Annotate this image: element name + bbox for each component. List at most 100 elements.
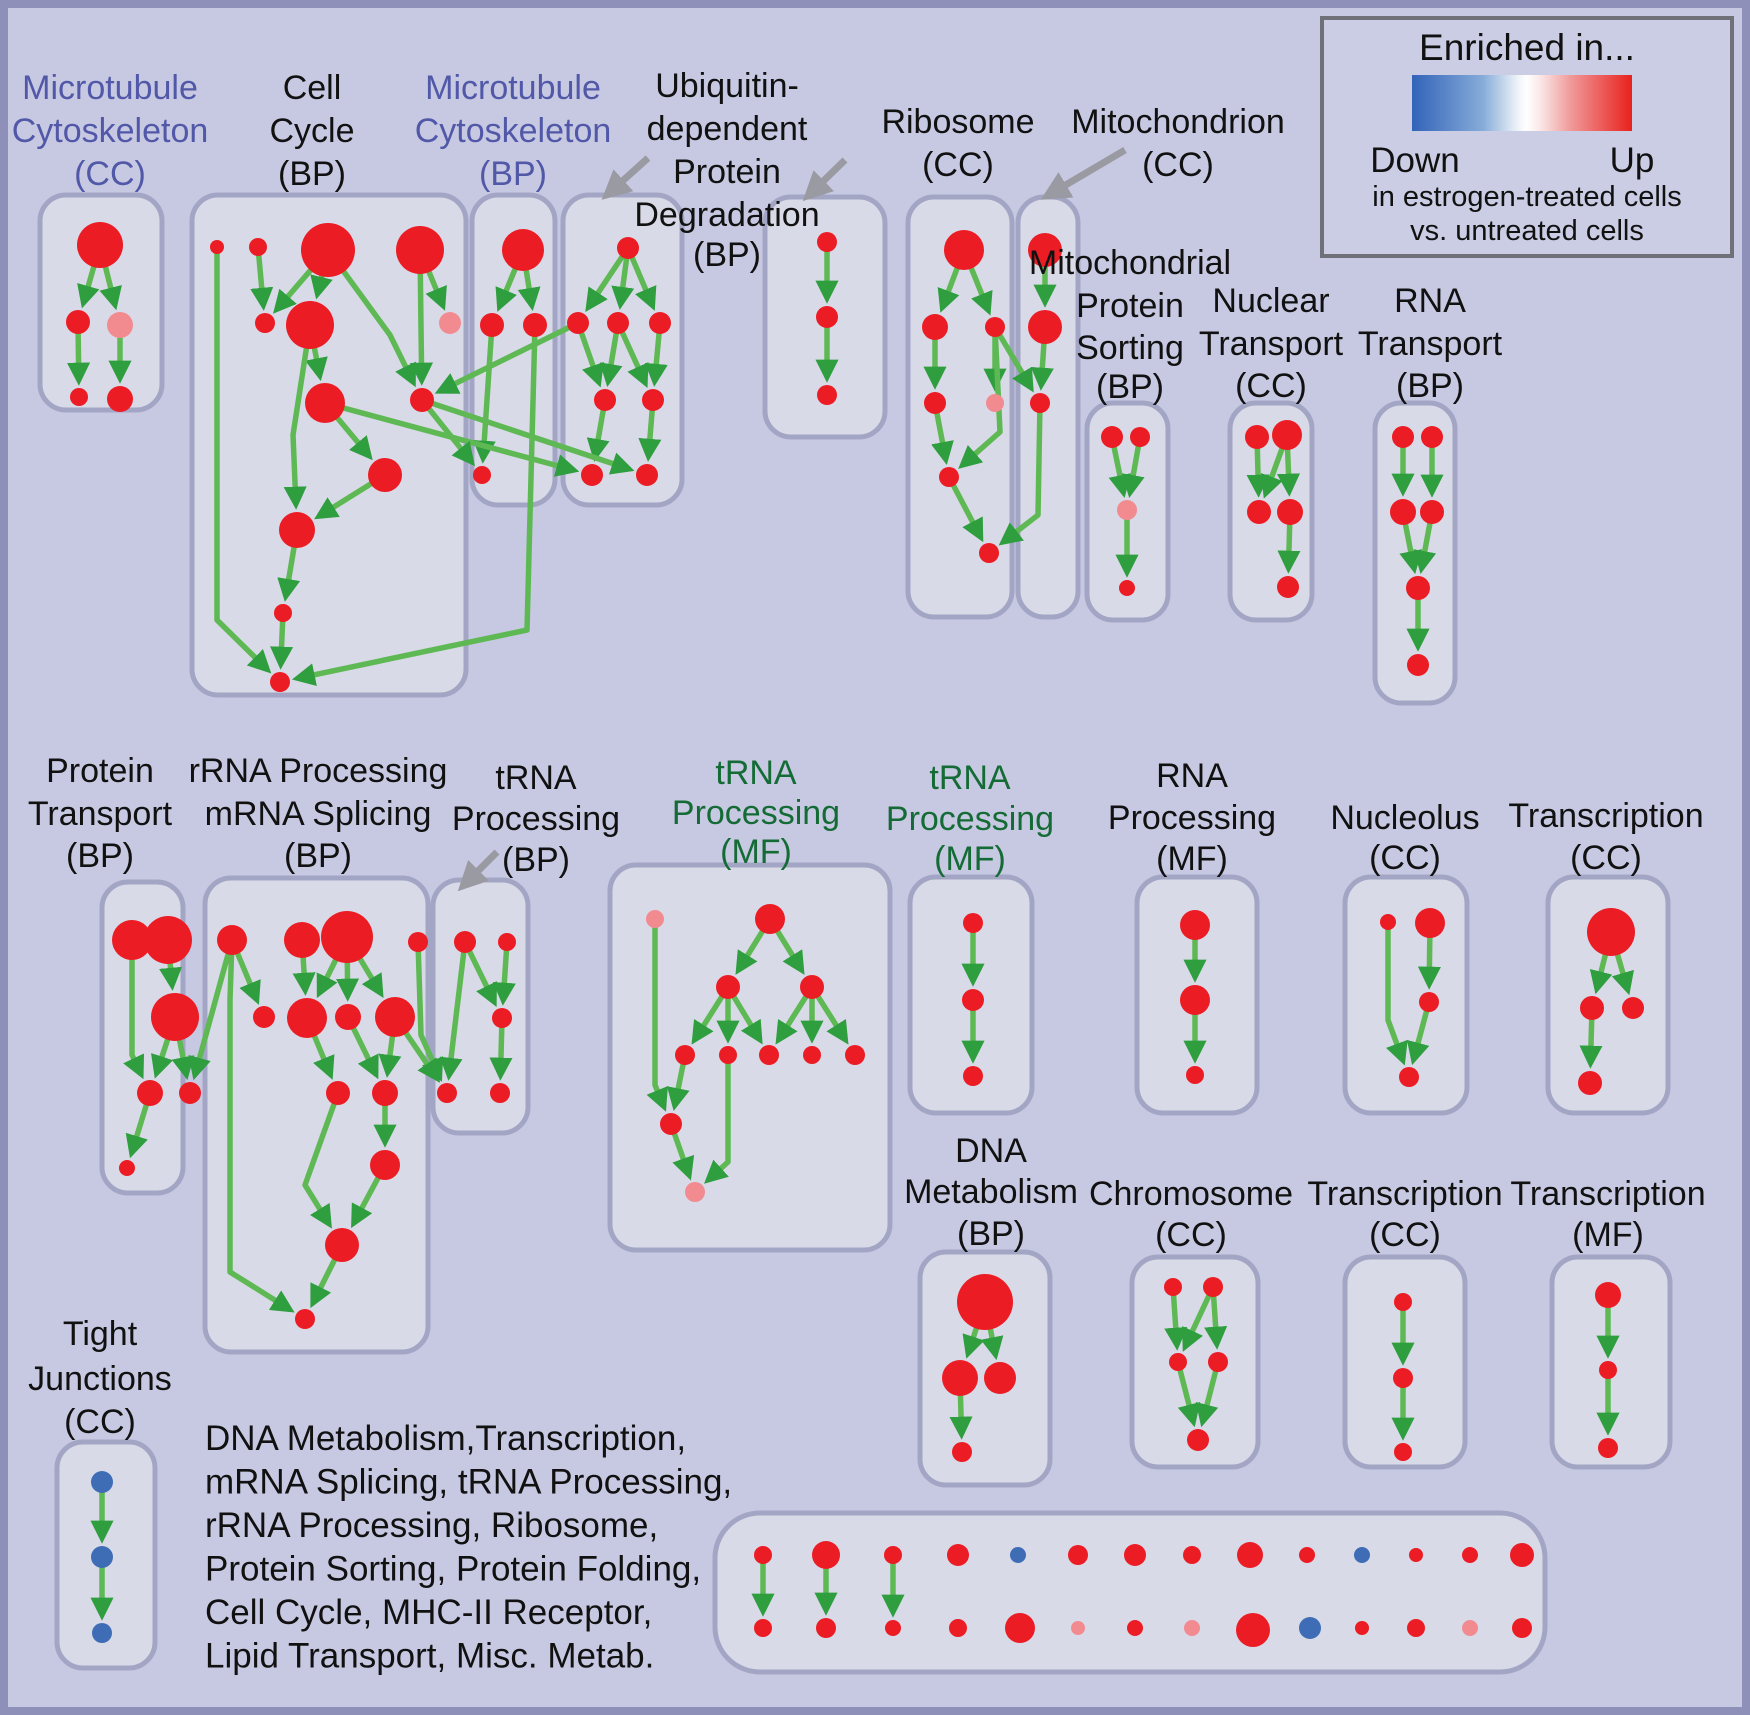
group-label-trna_mf_big-line0: tRNA [715,754,797,792]
group-label-trna_mf_small-line0: tRNA [929,759,1011,797]
ubiq1-node-0 [617,237,639,259]
nucleolus-node-3 [1399,1067,1419,1087]
legend-subtitle-2: vs. untreated cells [1410,215,1644,247]
transcription_mf-node-2 [1598,1438,1618,1458]
ubiq2-node-0 [817,232,837,252]
mixed-node-6 [947,1544,969,1566]
group-box-chromosome [1129,1254,1261,1470]
transcription_mf-node-1 [1599,1361,1617,1379]
chromosome-node-1 [1203,1277,1223,1297]
ubiq1-node-4 [594,389,616,411]
group-label-nuclear_transport-line0: Nuclear [1212,282,1329,320]
group-label-mps-line1: Protein [1076,287,1184,325]
mixed-node-14 [1183,1546,1201,1564]
rrna-node-5 [287,998,327,1038]
rna_transport-node-1 [1421,426,1443,448]
group-label-nuclear_transport-line2: (CC) [1235,367,1307,405]
mt_bp-node-1 [480,313,504,337]
rrna-node-11 [325,1228,359,1262]
nuclear_transport-node-0 [1245,425,1269,449]
trna_mf_small-node-0 [963,913,983,933]
mito-node-1 [1028,310,1062,344]
transcription_cc_mid-node-2 [1622,997,1644,1019]
nucleolus-node-1 [1415,908,1445,938]
mixed-node-1 [754,1619,772,1637]
ribosome-node-4 [986,394,1004,412]
mixed-node-12 [1124,1544,1146,1566]
chromosome-edge-0 [1164,1286,1188,1351]
chromosome-edge-1 [1182,1285,1216,1352]
mixed-node-20 [1354,1547,1370,1563]
mixed-node-26 [1510,1543,1534,1567]
group-label-transcription_cc_mid-line1: (CC) [1570,839,1642,877]
ubiq2-node-2 [817,385,837,405]
legend-down-label: Down [1370,141,1459,180]
chromosome-edge-4 [1195,1361,1221,1428]
nuclear_transport-node-2 [1247,500,1271,524]
mixed-node-27 [1512,1618,1532,1638]
group-label-mt_bp-line2: (BP) [479,155,547,193]
group-label-transcription_mf-line1: (MF) [1572,1216,1644,1254]
cell_cycle-node-6 [439,312,461,334]
nuclear_transport-node-4 [1277,576,1299,598]
transcription_cc_mid-node-0 [1587,908,1635,956]
group-label-cell_cycle-line1: Cycle [269,112,354,150]
label-pointer-arrow-0 [601,155,651,200]
ribosome-edge-6 [946,475,984,543]
mixed-node-2 [812,1541,840,1569]
rrna-node-8 [326,1081,350,1105]
trna_mf_big-edge-10 [704,1055,731,1184]
trna_mf_small-node-1 [962,989,984,1011]
trna_bp-edge-1 [492,941,516,1006]
nuclear_transport-node-1 [1272,420,1302,450]
cell_cycle-edge-1 [250,246,274,311]
group-label-nucleolus-line0: Nucleolus [1330,799,1479,837]
cell_cycle-node-5 [286,301,334,349]
group-label-chromosome-line1: (CC) [1155,1216,1227,1254]
group-label-trna_mf_small-line1: Processing [886,800,1054,838]
mixed-node-5 [885,1620,901,1636]
group-label-rrna-line2: (BP) [284,837,352,875]
group-label-ubiq1-line4: (BP) [693,236,761,274]
mixed-node-18 [1299,1547,1315,1563]
transcription_cc_mid-node-1 [1580,996,1604,1020]
mt_bp-node-2 [523,313,547,337]
group-label-ribosome-line1: (CC) [922,146,994,184]
chromosome-node-3 [1208,1352,1228,1372]
group-label-trna_mf_small-line2: (MF) [934,840,1006,878]
mixed-node-4 [884,1546,902,1564]
trna_bp-node-0 [454,931,476,953]
mixed-node-24 [1462,1547,1478,1563]
mt_bp-node-3 [473,466,491,484]
group-label-protein_transport-line0: Protein [46,752,154,790]
group-label-trna_mf_big-line2: (MF) [720,833,792,871]
footnote-line-4: Cell Cycle, MHC-II Receptor, [205,1593,652,1632]
trna_mf_big-node-3 [800,975,824,999]
cell_cycle-edge-4 [325,248,416,388]
mixed-node-10 [1068,1545,1088,1565]
protein_transport-node-0 [112,920,152,960]
tight_junctions-node-0 [91,1471,113,1493]
cross-edge-1 [421,397,635,475]
group-label-nucleolus-line1: (CC) [1369,839,1441,877]
cell_cycle-node-7 [305,383,345,423]
mt_cc-node-0 [77,222,123,268]
group-label-mt_bp-line1: Cytoskeleton [415,112,612,150]
trna_bp-node-2 [492,1008,512,1028]
group-label-rrna-line1: mRNA Splicing [205,795,432,833]
rrna-edge-12 [227,939,295,1313]
protein_transport-node-5 [119,1160,135,1176]
ubiq1-node-5 [642,389,664,411]
cell_cycle-node-0 [210,240,224,254]
ubiq1-node-7 [636,464,658,486]
transcription_cc_bot-node-1 [1393,1368,1413,1388]
rrna-node-3 [408,932,428,952]
ribosome-edge-5 [958,326,1003,469]
transcription_cc_mid-node-3 [1578,1071,1602,1095]
cross-edge-6 [998,402,1043,546]
group-label-protein_transport-line2: (BP) [66,837,134,875]
rrna-node-9 [372,1080,398,1106]
group-label-dna_met-line1: Metabolism [904,1173,1078,1211]
dna_met-node-2 [984,1362,1016,1394]
